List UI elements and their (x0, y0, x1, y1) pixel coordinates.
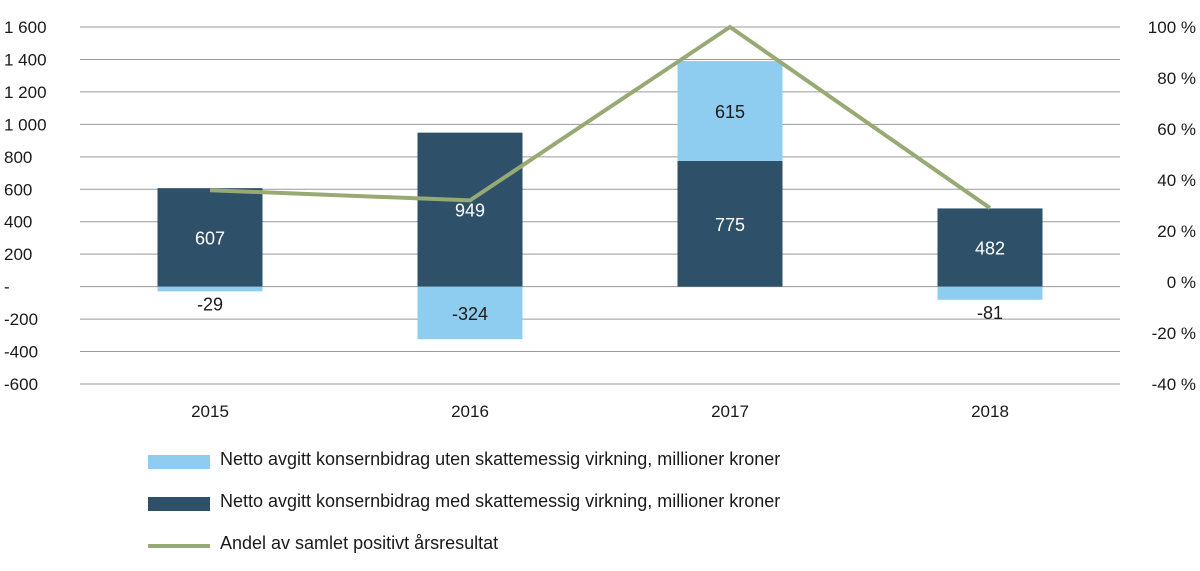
chart: 1 600 1 400 1 200 1 000 800 600 400 200 - -200 -40… (4, 18, 1196, 421)
legend-swatch-line (148, 544, 210, 548)
left-axis-tick: -600 (4, 375, 38, 394)
data-label-dark: 607 (195, 228, 225, 248)
right-axis-tick: 0 % (1167, 273, 1196, 292)
x-axis-tick: 2017 (711, 402, 749, 421)
bar-dark (417, 132, 523, 287)
bar-dark (677, 160, 783, 287)
bar-light (417, 286, 523, 340)
right-axis-tick: 20 % (1157, 222, 1196, 241)
left-axis-tick: - (4, 278, 10, 297)
right-axis-tick: 60 % (1157, 120, 1196, 139)
right-axis-tick: 100 % (1148, 18, 1196, 37)
x-axis-tick: 2016 (451, 402, 489, 421)
x-axis-tick: 2015 (191, 402, 229, 421)
left-axis-tick: 1 000 (4, 115, 47, 134)
bar-dark (937, 208, 1043, 287)
legend-label-line: Andel av samlet positivt årsresultat (220, 533, 499, 553)
left-axis-tick: 1 200 (4, 83, 47, 102)
data-label-light: -324 (452, 304, 488, 324)
left-axis-tick: -400 (4, 343, 38, 362)
left-axis-tick: 200 (4, 245, 32, 264)
data-label-light: -81 (977, 303, 1003, 323)
left-axis-tick: 600 (4, 180, 32, 199)
data-label-dark: 775 (715, 215, 745, 235)
legend-swatch-dark (148, 497, 210, 511)
right-axis-tick: 40 % (1157, 171, 1196, 190)
x-axis-tick: 2018 (971, 402, 1009, 421)
data-label-dark: 949 (455, 201, 485, 221)
right-axis-tick: 80 % (1157, 69, 1196, 88)
left-axis-tick: 800 (4, 148, 32, 167)
left-axis-tick: -200 (4, 310, 38, 329)
data-label-light: 615 (715, 102, 745, 122)
line-series (209, 24, 992, 210)
right-axis-tick: -20 % (1152, 324, 1196, 343)
left-axis-tick: 1 600 (4, 18, 47, 37)
left-axis-tick: 400 (4, 213, 32, 232)
bar-light (677, 61, 783, 161)
bar-light (157, 286, 263, 292)
bar-light (937, 286, 1043, 300)
data-label-dark: 482 (975, 239, 1005, 259)
left-axis-tick: 1 400 (4, 50, 47, 69)
legend-label-dark: Netto avgitt konsernbidrag med skattemes… (220, 491, 781, 511)
legend-swatch-light (148, 455, 210, 469)
legend-label-light: Netto avgitt konsernbidrag uten skatteme… (220, 449, 781, 469)
right-axis-tick: -40 % (1152, 375, 1196, 394)
data-label-light: -29 (197, 294, 223, 314)
bar-dark (157, 188, 263, 287)
